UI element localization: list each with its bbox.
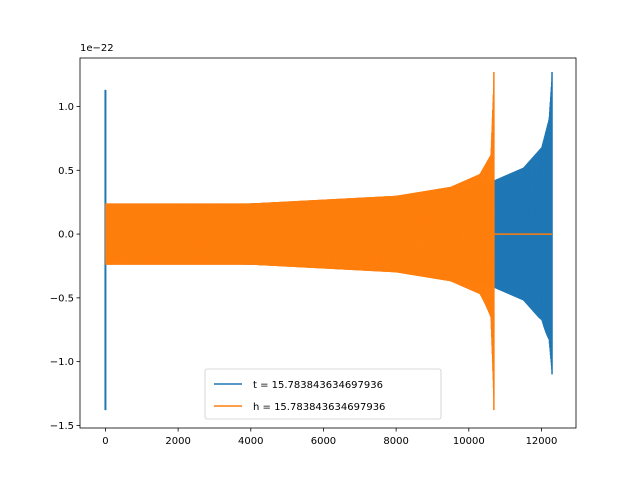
legend-label-t: t = 15.783843634697936 (253, 380, 383, 391)
x-tick-label: 0 (102, 436, 108, 447)
legend-frame (204, 368, 442, 420)
y-tick-label: 0.0 (58, 230, 74, 241)
series-layer (104, 72, 553, 411)
legend: t = 15.783843634697936 h = 15.7838436346… (204, 368, 442, 420)
y-tick-label: −0.5 (50, 293, 74, 304)
x-tick-label: 8000 (383, 436, 408, 447)
y-axis-ticks: −1.5 −1.0 −0.5 0.0 0.5 1.0 (50, 102, 80, 432)
y-tick-label: −1.0 (50, 357, 74, 368)
x-tick-label: 2000 (165, 436, 190, 447)
axes-frame (79, 57, 577, 429)
series-1-waveform (105, 72, 495, 406)
x-tick-label: 6000 (311, 436, 336, 447)
x-axis-ticks: 0 2000 4000 6000 8000 10000 12000 (102, 428, 557, 447)
x-tick-label: 4000 (238, 436, 263, 447)
y-tick-label: 0.5 (58, 166, 74, 177)
y-tick-label: −1.5 (50, 421, 74, 432)
legend-label-h: h = 15.783843634697936 (253, 402, 385, 413)
y-offset-text: 1e−22 (80, 43, 114, 54)
series-1 (105, 72, 553, 411)
x-tick-label: 10000 (453, 436, 485, 447)
x-tick-label: 12000 (526, 436, 558, 447)
y-tick-label: 1.0 (58, 102, 74, 113)
